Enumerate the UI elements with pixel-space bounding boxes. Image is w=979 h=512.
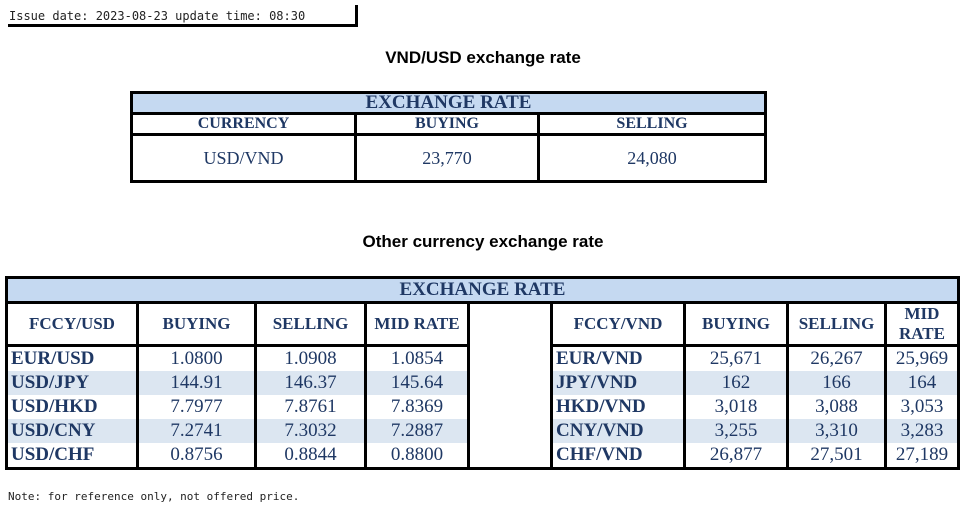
rate-cell: 3,053 [884,395,960,419]
rate-cell: 3,310 [786,419,887,443]
pair-cell: USD/HKD [5,395,139,419]
col-left-1: BUYING [136,301,257,347]
pair-cell: JPY/VND [550,371,686,395]
gap-cell [467,302,553,346]
col-buying: BUYING [354,112,540,136]
rate-cell: 146.37 [254,371,367,395]
cell-buying: 23,770 [354,133,540,183]
rate-cell: 1.0800 [136,345,257,371]
cell-selling: 24,080 [537,133,767,183]
table-row: USD/CHF 0.8756 0.8844 0.8800 CHF/VND 26,877 27… [5,443,960,469]
rate-cell: 25,969 [884,345,960,371]
rate-cell: 0.8800 [364,443,470,469]
col-right-2: SELLING [786,301,887,347]
gap-cell [467,345,553,371]
rate-cell: 1.0908 [254,345,367,371]
rate-cell: 7.3032 [254,419,367,443]
table-row: EUR/USD 1.0800 1.0908 1.0854 EUR/VND 25,671 26… [5,345,960,371]
pair-cell: USD/CHF [5,443,139,469]
rate-cell: 162 [683,371,789,395]
cell-currency: USD/VND [130,133,357,183]
rate-cell: 0.8844 [254,443,367,469]
gap-cell [467,443,553,469]
rate-cell: 3,018 [683,395,789,419]
pair-cell: CNY/VND [550,419,686,443]
rate-cell: 3,088 [786,395,887,419]
col-left-2: SELLING [254,301,367,347]
vnd-title: VND/USD exchange rate [385,48,581,67]
rate-cell: 3,283 [884,419,960,443]
rate-cell: 27,189 [884,443,960,469]
col-right-0: FCCY/VND [550,301,686,347]
rate-cell: 164 [884,371,960,395]
table-header: EXCHANGE RATE [131,92,766,114]
rate-cell: 27,501 [786,443,887,469]
gap-cell [467,395,553,419]
other-rate-table: EXCHANGE RATE FCCY/USD BUYING SELLING MID R… [5,276,960,470]
col-right-3: MID RATE [884,301,960,347]
pair-cell: EUR/USD [5,345,139,371]
table-row: USD/JPY 144.91 146.37 145.64 JPY/VND 162 166 16… [5,371,960,395]
rate-cell: 7.2887 [364,419,470,443]
gap-cell [467,371,553,395]
pair-cell: CHF/VND [550,443,686,469]
rate-cell: 7.8761 [254,395,367,419]
rate-cell: 7.7977 [136,395,257,419]
rate-cell: 25,671 [683,345,789,371]
col-currency: CURRENCY [130,112,357,136]
col-left-0: FCCY/USD [5,301,139,347]
col-selling: SELLING [537,112,767,136]
col-left-3: MID RATE [364,301,470,347]
issue-date: Issue date: 2023-08-23 update time: 08:3… [8,5,358,27]
table-row: USD/HKD 7.7977 7.8761 7.8369 HKD/VND 3,018 3,0… [5,395,960,419]
rate-cell: 7.2741 [136,419,257,443]
rate-cell: 26,877 [683,443,789,469]
rate-cell: 7.8369 [364,395,470,419]
rate-cell: 1.0854 [364,345,470,371]
other-title: Other currency exchange rate [362,232,604,251]
rate-cell: 145.64 [364,371,470,395]
footnote: Note: for reference only, not offered pr… [8,490,300,503]
rate-cell: 0.8756 [136,443,257,469]
rate-cell: 3,255 [683,419,789,443]
pair-cell: HKD/VND [550,395,686,419]
rate-cell: 26,267 [786,345,887,371]
pair-cell: USD/CNY [5,419,139,443]
gap-cell [467,419,553,443]
rate-cell: 144.91 [136,371,257,395]
rate-cell: 166 [786,371,887,395]
pair-cell: USD/JPY [5,371,139,395]
vnd-rate-table: EXCHANGE RATE CURRENCY BUYING SELLING US… [130,91,767,183]
table-row: USD/CNY 7.2741 7.3032 7.2887 CNY/VND 3,255 3,3… [5,419,960,443]
table-header: EXCHANGE RATE [6,277,959,304]
pair-cell: EUR/VND [550,345,686,371]
col-right-1: BUYING [683,301,789,347]
